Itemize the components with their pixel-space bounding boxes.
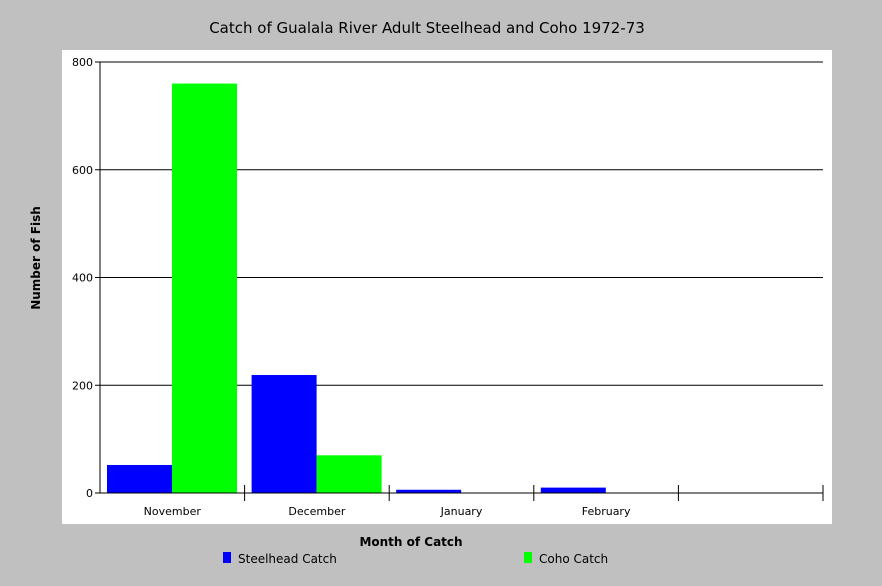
y-tick-label: 400 (72, 272, 93, 285)
x-tick-label: February (582, 505, 631, 518)
x-axis-title: Month of Catch (359, 535, 462, 549)
bar-steelhead-catch (107, 464, 172, 493)
bar-steelhead-catch (396, 489, 462, 493)
bars (107, 83, 606, 494)
bar-coho-catch (316, 455, 382, 493)
y-tick-label: 800 (72, 56, 93, 69)
tick-labels: 0 200 400 600 800 November December January Febr… (72, 56, 631, 518)
x-tick-label: November (144, 505, 202, 518)
y-tick-label: 600 (72, 164, 93, 177)
bar-steelhead-catch (540, 487, 606, 493)
legend-label: Coho Catch (539, 552, 608, 566)
y-tick-label: 0 (86, 487, 93, 500)
bar-coho-catch (172, 83, 237, 494)
chart-title: Catch of Gualala River Adult Steelhead a… (209, 19, 645, 37)
bar-steelhead-catch (251, 375, 317, 493)
x-tick-label: January (440, 505, 483, 518)
legend-label: Steelhead Catch (238, 552, 337, 566)
legend-swatch (524, 552, 532, 563)
legend: Steelhead Catch Coho Catch (223, 552, 608, 566)
axes (95, 61, 824, 501)
legend-swatch (223, 552, 231, 563)
y-axis-title: Number of Fish (29, 206, 43, 310)
y-tick-label: 200 (72, 379, 93, 392)
x-tick-label: December (288, 505, 346, 518)
